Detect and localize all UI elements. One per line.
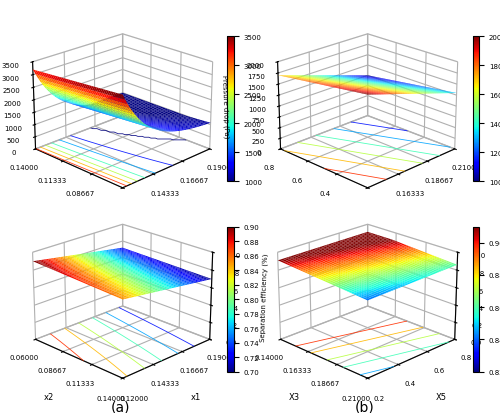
Text: (a): (a) [110,400,130,413]
Y-axis label: x2: x2 [44,202,54,211]
X-axis label: X3: X3 [288,392,300,401]
X-axis label: x1: x1 [191,202,202,211]
Text: (b): (b) [355,400,375,413]
X-axis label: x2: x2 [44,392,54,401]
Y-axis label: x5: x5 [289,202,299,211]
Y-axis label: X5: X5 [436,392,446,401]
X-axis label: x3: x3 [436,202,446,211]
Y-axis label: x1: x1 [191,392,202,401]
